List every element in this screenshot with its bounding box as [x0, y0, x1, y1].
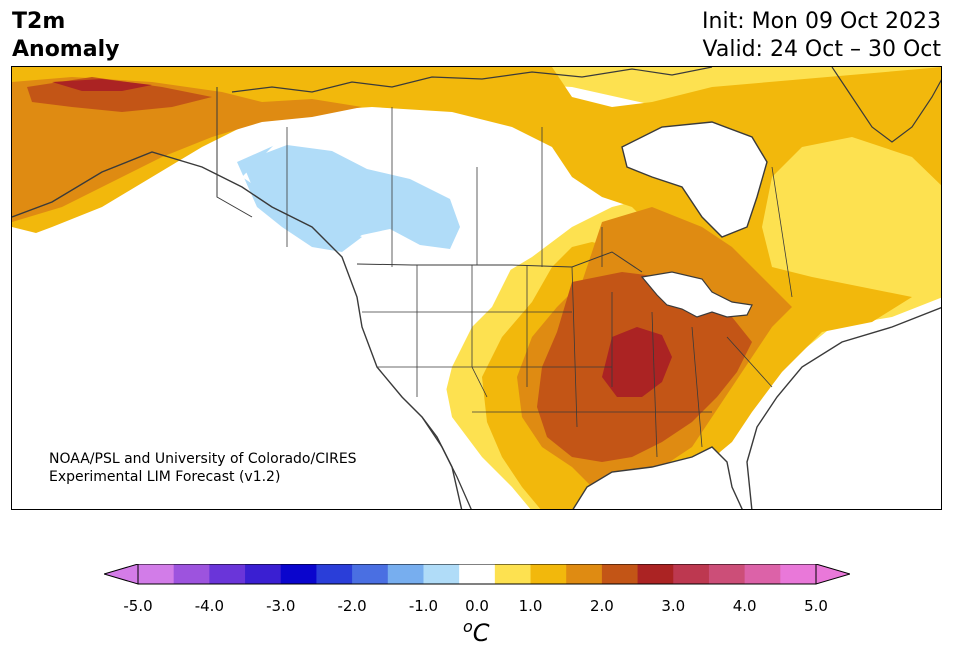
colorbar-under-triangle — [104, 564, 139, 585]
init-date: Init: Mon 09 Oct 2023 — [702, 9, 941, 34]
atlantic-ocean — [746, 307, 941, 509]
colorbar-swatch — [459, 564, 496, 584]
colorbar-tick-label: -2.0 — [337, 597, 367, 615]
arctic-coast — [231, 67, 713, 93]
colorbar-swatch — [780, 564, 817, 584]
colorbar-tick-label: -4.0 — [194, 597, 224, 615]
colorbar-swatch — [245, 564, 282, 584]
colorbar-swatch — [423, 564, 460, 584]
colorbar-swatch — [352, 564, 389, 584]
colorbar-over-triangle — [815, 564, 850, 585]
greenland-coast — [831, 67, 941, 143]
colorbar-outline — [137, 564, 817, 585]
colorbar-swatch — [566, 564, 603, 584]
valid-period: Valid: 24 Oct – 30 Oct — [702, 37, 941, 62]
colorbar-tick-label: -3.0 — [266, 597, 296, 615]
colorbar-tick-label: 4.0 — [732, 597, 757, 615]
colorbar-tick-label: 1.0 — [518, 597, 543, 615]
anomaly-map: NOAA/PSL and University of Colorado/CIRE… — [11, 66, 942, 510]
great-lakes — [640, 271, 753, 318]
colorbar-swatch — [209, 564, 246, 584]
anomaly-fill-cool-overlay — [242, 145, 460, 249]
hudson-bay — [621, 121, 768, 238]
colorbar-swatch — [280, 564, 317, 584]
credit-line-1: NOAA/PSL and University of Colorado/CIRE… — [49, 451, 357, 467]
colorbar-swatch — [494, 564, 532, 584]
anomaly-fill-near-zero-west — [12, 197, 512, 509]
colorbar-swatch — [316, 564, 353, 584]
colorbar-swatch — [637, 564, 674, 584]
units-degree: o — [463, 617, 473, 636]
colorbar-swatch — [708, 564, 746, 584]
colorbar-swatch — [138, 564, 175, 584]
credit-line-2: Experimental LIM Forecast (v1.2) — [49, 469, 281, 485]
colorbar-tick-label: 3.0 — [661, 597, 686, 615]
gulf-of-mexico — [572, 446, 743, 509]
colorbar — [104, 564, 850, 585]
colorbar-swatch — [673, 564, 710, 584]
date-block: Init: Mon 09 Oct 2023 Valid: 24 Oct – 30… — [702, 8, 941, 64]
colorbar-tick-label: -5.0 — [123, 597, 153, 615]
colorbar-swatch — [387, 564, 424, 584]
credit-text: NOAA/PSL and University of Colorado/CIRE… — [49, 450, 357, 486]
colorbar-swatch — [530, 564, 567, 584]
colorbar-tick-label: 2.0 — [589, 597, 614, 615]
colorbar-tick-label: -1.0 — [408, 597, 439, 615]
colorbar-swatch — [601, 564, 639, 584]
alaska-border — [216, 87, 253, 218]
colorbar-tick-label: 0.0 — [465, 597, 489, 615]
state-boundaries — [362, 265, 773, 458]
units-celsius: C — [472, 619, 490, 647]
colorbar-ticks: -5.0 -4.0 -3.0 -2.0 -1.0 0.0 1.0 2.0 3.0 4.0 5.0 — [0, 597, 953, 617]
baja-california — [421, 416, 472, 509]
colorbar-units: oC — [463, 617, 490, 647]
title-block: T2m Anomaly — [12, 8, 119, 64]
map-subtitle: Anomaly — [12, 37, 120, 62]
colorbar-swatch — [173, 564, 210, 584]
map-canvas — [12, 67, 941, 509]
map-variable-title: T2m — [12, 9, 66, 34]
colorbar-tick-label: 5.0 — [804, 597, 828, 615]
anomaly-fill-alaska-max — [52, 79, 152, 91]
colorbar-swatch — [744, 564, 781, 584]
